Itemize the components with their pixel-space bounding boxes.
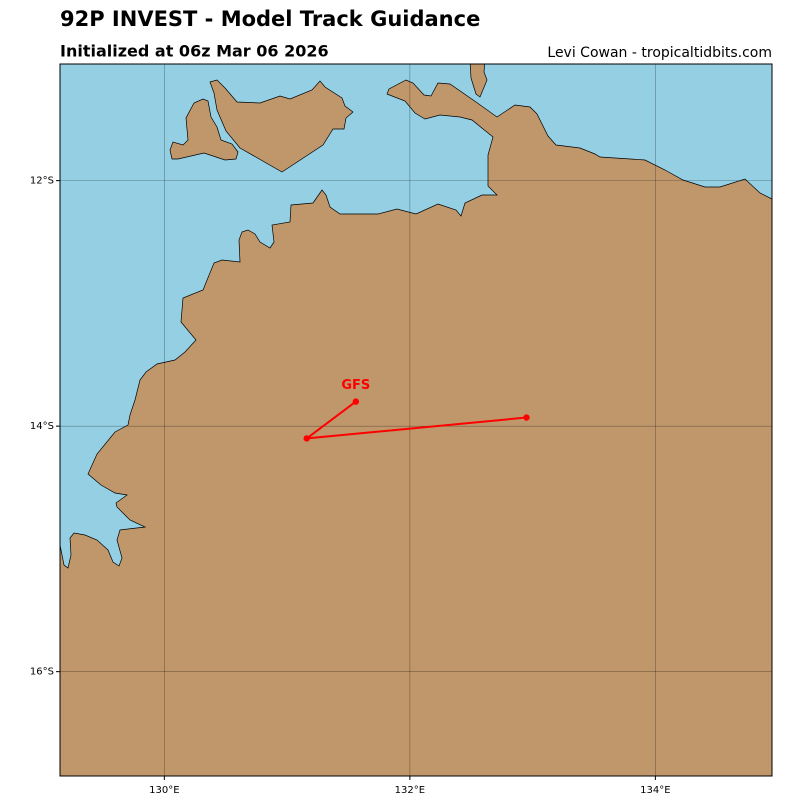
chart-subtitle: Initialized at 06z Mar 06 2026 xyxy=(60,42,329,61)
x-tick-label: 132°E xyxy=(395,785,425,796)
x-tick-label: 134°E xyxy=(640,785,670,796)
credit: Levi Cowan - tropicaltidbits.com xyxy=(547,45,772,61)
y-tick-label: 16°S xyxy=(30,667,54,678)
chart-title: 92P INVEST - Model Track Guidance xyxy=(60,7,480,31)
x-tick-label: 130°E xyxy=(149,785,179,796)
y-tick-label: 12°S xyxy=(30,176,54,187)
track-label: GFS xyxy=(341,378,370,393)
y-tick-label: 14°S xyxy=(30,421,54,432)
island xyxy=(209,79,354,173)
track-point xyxy=(523,414,530,421)
peninsula xyxy=(469,64,488,98)
island xyxy=(169,98,239,161)
track-point xyxy=(352,398,360,405)
map-frame xyxy=(59,63,773,777)
track-point xyxy=(303,435,310,442)
